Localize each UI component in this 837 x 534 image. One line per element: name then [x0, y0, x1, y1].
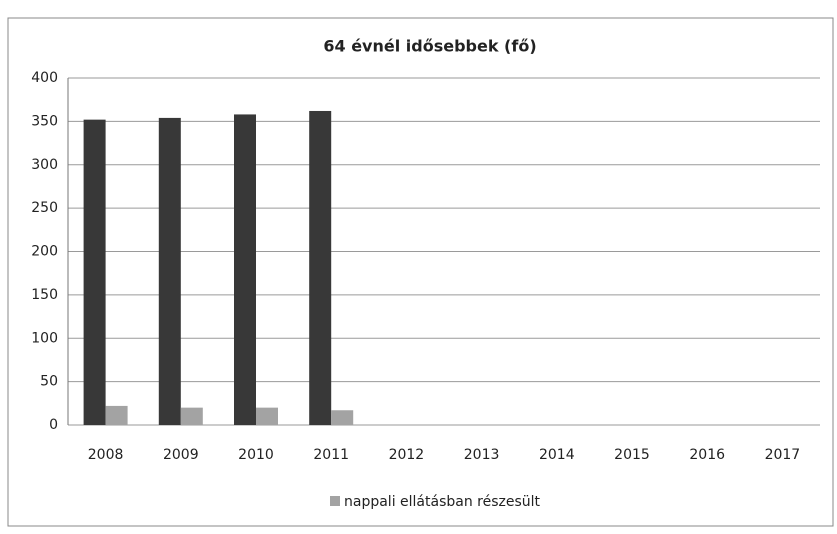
chart-title: 64 évnél idősebbek (fő)	[323, 37, 536, 56]
x-tick-label: 2008	[88, 447, 124, 463]
x-tick-label: 2011	[313, 447, 349, 463]
bar	[180, 407, 203, 425]
y-tick-label: 200	[31, 244, 58, 260]
x-tick-label: 2014	[539, 447, 575, 463]
y-tick-label: 100	[31, 330, 58, 346]
y-tick-label: 0	[49, 417, 58, 433]
x-tick-label: 2009	[163, 447, 199, 463]
bar	[234, 114, 256, 425]
bar	[105, 405, 128, 425]
legend-label: nappali ellátásban részesült	[344, 494, 541, 510]
x-tick-label: 2010	[238, 447, 274, 463]
y-tick-label: 300	[31, 157, 58, 173]
bar	[256, 407, 278, 425]
y-tick-label: 250	[31, 200, 58, 216]
x-tick-label: 2015	[614, 447, 650, 463]
bar	[331, 410, 354, 425]
bar	[309, 110, 332, 425]
x-tick-label: 2017	[765, 447, 801, 463]
x-tick-label: 2013	[464, 447, 500, 463]
y-tick-label: 50	[40, 374, 58, 390]
y-tick-label: 400	[31, 70, 58, 86]
bar	[83, 119, 106, 425]
chart-frame	[7, 17, 834, 527]
bar	[158, 117, 181, 425]
y-tick-label: 150	[31, 287, 58, 303]
y-tick-label: 350	[31, 113, 58, 129]
x-tick-label: 2012	[389, 447, 425, 463]
x-tick-label: 2016	[689, 447, 725, 463]
legend-swatch	[330, 496, 340, 506]
